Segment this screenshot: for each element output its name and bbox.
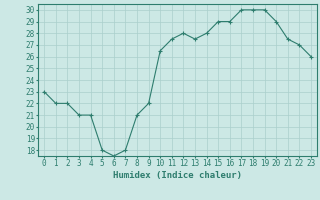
X-axis label: Humidex (Indice chaleur): Humidex (Indice chaleur) <box>113 171 242 180</box>
